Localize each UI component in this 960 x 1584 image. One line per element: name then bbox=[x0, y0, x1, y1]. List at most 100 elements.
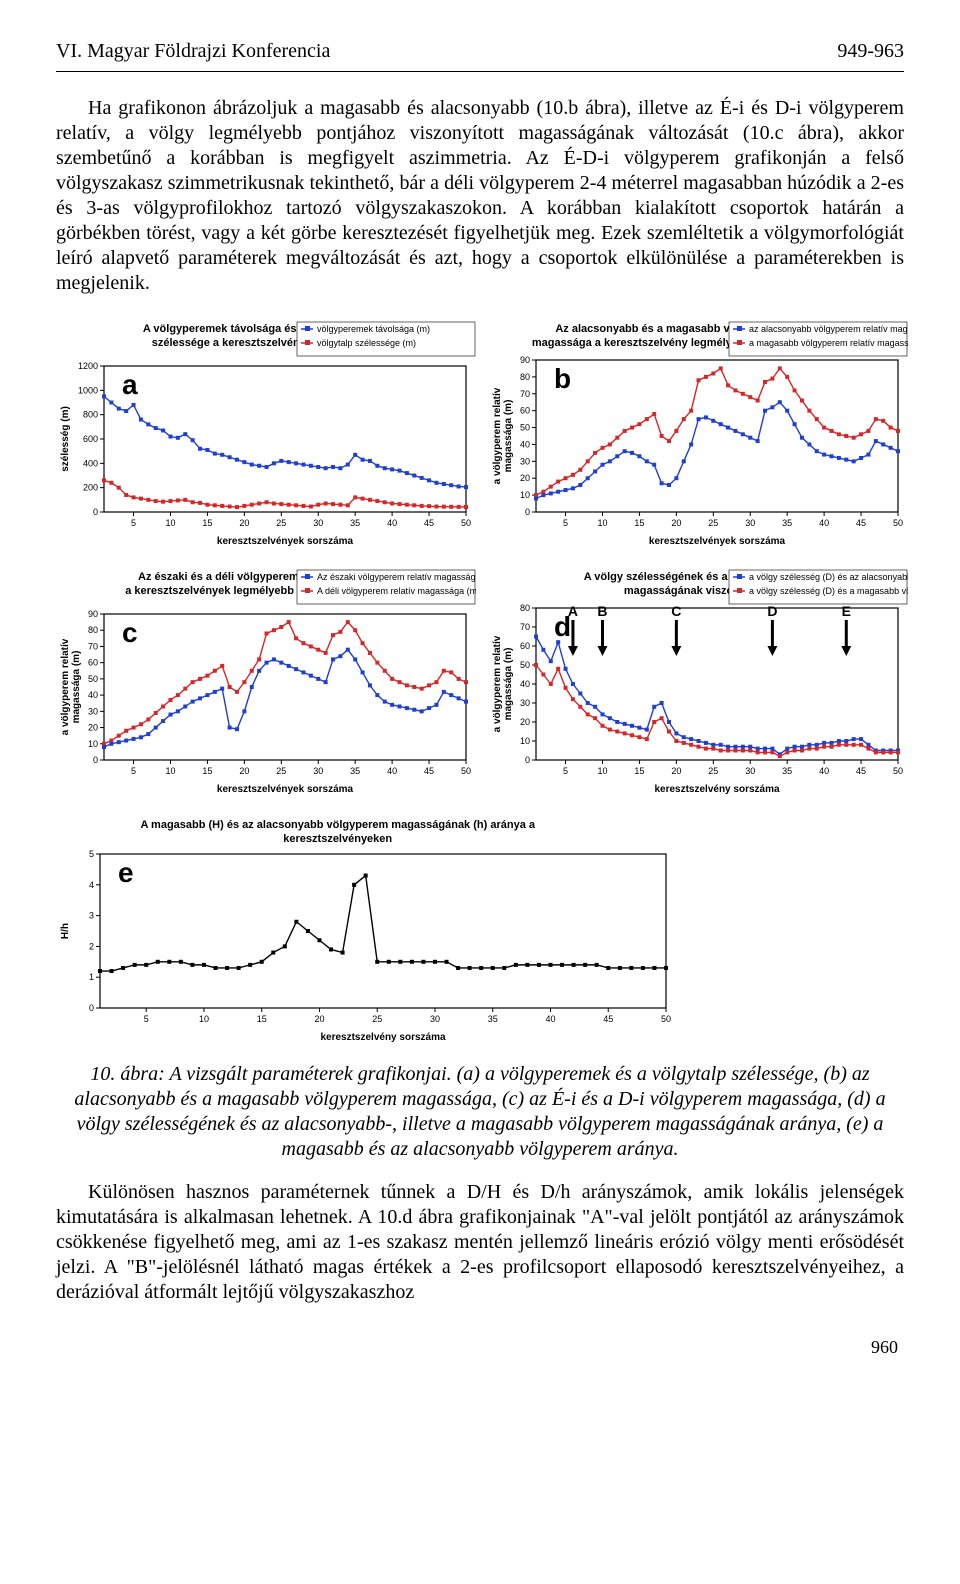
svg-text:600: 600 bbox=[83, 434, 98, 444]
svg-text:15: 15 bbox=[257, 1014, 267, 1024]
svg-text:30: 30 bbox=[88, 706, 98, 716]
svg-text:25: 25 bbox=[708, 518, 718, 528]
svg-text:a völgyperem relatív: a völgyperem relatív bbox=[60, 638, 71, 735]
svg-text:20: 20 bbox=[314, 1014, 324, 1024]
svg-text:a: a bbox=[122, 369, 138, 400]
svg-text:a völgyperem relatív: a völgyperem relatív bbox=[492, 387, 503, 484]
svg-text:80: 80 bbox=[88, 625, 98, 635]
svg-text:3: 3 bbox=[89, 911, 94, 921]
header-rule bbox=[56, 71, 904, 72]
svg-text:15: 15 bbox=[634, 766, 644, 776]
svg-text:30: 30 bbox=[313, 518, 323, 528]
svg-text:40: 40 bbox=[819, 766, 829, 776]
svg-text:10: 10 bbox=[165, 518, 175, 528]
svg-text:4: 4 bbox=[89, 880, 94, 890]
chart-b: Az alacsonyabb és a magasabb völgyperem … bbox=[488, 318, 908, 548]
svg-text:10: 10 bbox=[520, 736, 530, 746]
svg-text:a magasabb völgyperem relatív: a magasabb völgyperem relatív magassága … bbox=[749, 338, 908, 348]
svg-text:25: 25 bbox=[708, 766, 718, 776]
svg-text:30: 30 bbox=[745, 518, 755, 528]
svg-text:1000: 1000 bbox=[78, 385, 98, 395]
svg-text:0: 0 bbox=[93, 755, 98, 765]
svg-text:A: A bbox=[568, 603, 578, 619]
svg-text:70: 70 bbox=[520, 622, 530, 632]
svg-text:30: 30 bbox=[520, 698, 530, 708]
svg-text:50: 50 bbox=[893, 518, 903, 528]
page-number: 960 bbox=[56, 1337, 904, 1358]
svg-text:2: 2 bbox=[89, 941, 94, 951]
svg-text:50: 50 bbox=[88, 674, 98, 684]
svg-text:20: 20 bbox=[671, 518, 681, 528]
svg-text:40: 40 bbox=[387, 766, 397, 776]
svg-text:A magasabb (H) és az alacsonya: A magasabb (H) és az alacsonyabb völgype… bbox=[140, 819, 535, 831]
figure-10: A völgyperemek távolsága és a völgytalpa… bbox=[56, 318, 904, 1044]
svg-text:25: 25 bbox=[372, 1014, 382, 1024]
svg-text:10: 10 bbox=[165, 766, 175, 776]
svg-text:5: 5 bbox=[563, 766, 568, 776]
svg-text:45: 45 bbox=[424, 766, 434, 776]
svg-text:35: 35 bbox=[350, 518, 360, 528]
svg-text:0: 0 bbox=[89, 1003, 94, 1013]
svg-text:H/h: H/h bbox=[60, 923, 71, 939]
svg-text:völgyperemek távolsága (m): völgyperemek távolsága (m) bbox=[317, 324, 430, 334]
svg-text:C: C bbox=[671, 603, 681, 619]
svg-text:10: 10 bbox=[597, 518, 607, 528]
svg-text:60: 60 bbox=[520, 406, 530, 416]
svg-text:60: 60 bbox=[520, 641, 530, 651]
svg-text:magassága (m): magassága (m) bbox=[71, 651, 82, 724]
svg-text:35: 35 bbox=[350, 766, 360, 776]
svg-text:e: e bbox=[118, 857, 134, 888]
svg-text:20: 20 bbox=[239, 766, 249, 776]
svg-text:400: 400 bbox=[83, 458, 98, 468]
svg-text:35: 35 bbox=[782, 766, 792, 776]
svg-text:40: 40 bbox=[545, 1014, 555, 1024]
svg-text:45: 45 bbox=[603, 1014, 613, 1024]
body-paragraph-1: Ha grafikonon ábrázoljuk a magasabb és a… bbox=[56, 96, 904, 296]
svg-text:10: 10 bbox=[597, 766, 607, 776]
svg-text:E: E bbox=[842, 603, 851, 619]
svg-text:50: 50 bbox=[661, 1014, 671, 1024]
svg-text:30: 30 bbox=[745, 766, 755, 776]
svg-text:20: 20 bbox=[520, 473, 530, 483]
svg-text:keresztszelvény sorszáma: keresztszelvény sorszáma bbox=[320, 1032, 446, 1043]
svg-text:5: 5 bbox=[131, 766, 136, 776]
svg-text:völgytalp szélessége (m): völgytalp szélessége (m) bbox=[317, 338, 416, 348]
svg-text:30: 30 bbox=[313, 766, 323, 776]
svg-text:a völgy szélesség (D) és az al: a völgy szélesség (D) és az alacsonyabb … bbox=[749, 572, 908, 582]
svg-text:szélesség (m): szélesség (m) bbox=[60, 406, 71, 472]
svg-text:5: 5 bbox=[144, 1014, 149, 1024]
svg-text:50: 50 bbox=[461, 518, 471, 528]
svg-text:40: 40 bbox=[520, 439, 530, 449]
svg-text:40: 40 bbox=[88, 690, 98, 700]
svg-text:45: 45 bbox=[424, 518, 434, 528]
svg-text:40: 40 bbox=[520, 679, 530, 689]
svg-text:20: 20 bbox=[671, 766, 681, 776]
svg-text:keresztszelvényeken: keresztszelvényeken bbox=[283, 833, 392, 845]
svg-text:a völgyperem relatív: a völgyperem relatív bbox=[492, 635, 503, 732]
chart-e: A magasabb (H) és az alacsonyabb völgype… bbox=[56, 814, 904, 1044]
svg-text:0: 0 bbox=[525, 507, 530, 517]
svg-text:50: 50 bbox=[520, 423, 530, 433]
svg-text:50: 50 bbox=[520, 660, 530, 670]
svg-text:70: 70 bbox=[88, 641, 98, 651]
body-paragraph-2: Különösen hasznos paraméternek tűnnek a … bbox=[56, 1180, 904, 1305]
svg-text:35: 35 bbox=[488, 1014, 498, 1024]
svg-text:B: B bbox=[597, 603, 607, 619]
svg-text:50: 50 bbox=[893, 766, 903, 776]
svg-text:keresztszelvények sorszáma: keresztszelvények sorszáma bbox=[217, 784, 354, 795]
svg-text:40: 40 bbox=[819, 518, 829, 528]
svg-text:D: D bbox=[767, 603, 777, 619]
svg-text:45: 45 bbox=[856, 518, 866, 528]
svg-text:30: 30 bbox=[520, 456, 530, 466]
svg-text:70: 70 bbox=[520, 389, 530, 399]
svg-text:0: 0 bbox=[525, 755, 530, 765]
svg-text:45: 45 bbox=[856, 766, 866, 776]
svg-text:Az északi völgyperem relatív m: Az északi völgyperem relatív magassága (… bbox=[317, 572, 476, 582]
svg-text:keresztszelvény sorszáma: keresztszelvény sorszáma bbox=[654, 784, 780, 795]
svg-text:25: 25 bbox=[276, 518, 286, 528]
svg-text:5: 5 bbox=[563, 518, 568, 528]
svg-text:10: 10 bbox=[199, 1014, 209, 1024]
svg-text:90: 90 bbox=[520, 355, 530, 365]
svg-text:50: 50 bbox=[461, 766, 471, 776]
running-head-left: VI. Magyar Földrajzi Konferencia bbox=[56, 40, 330, 63]
